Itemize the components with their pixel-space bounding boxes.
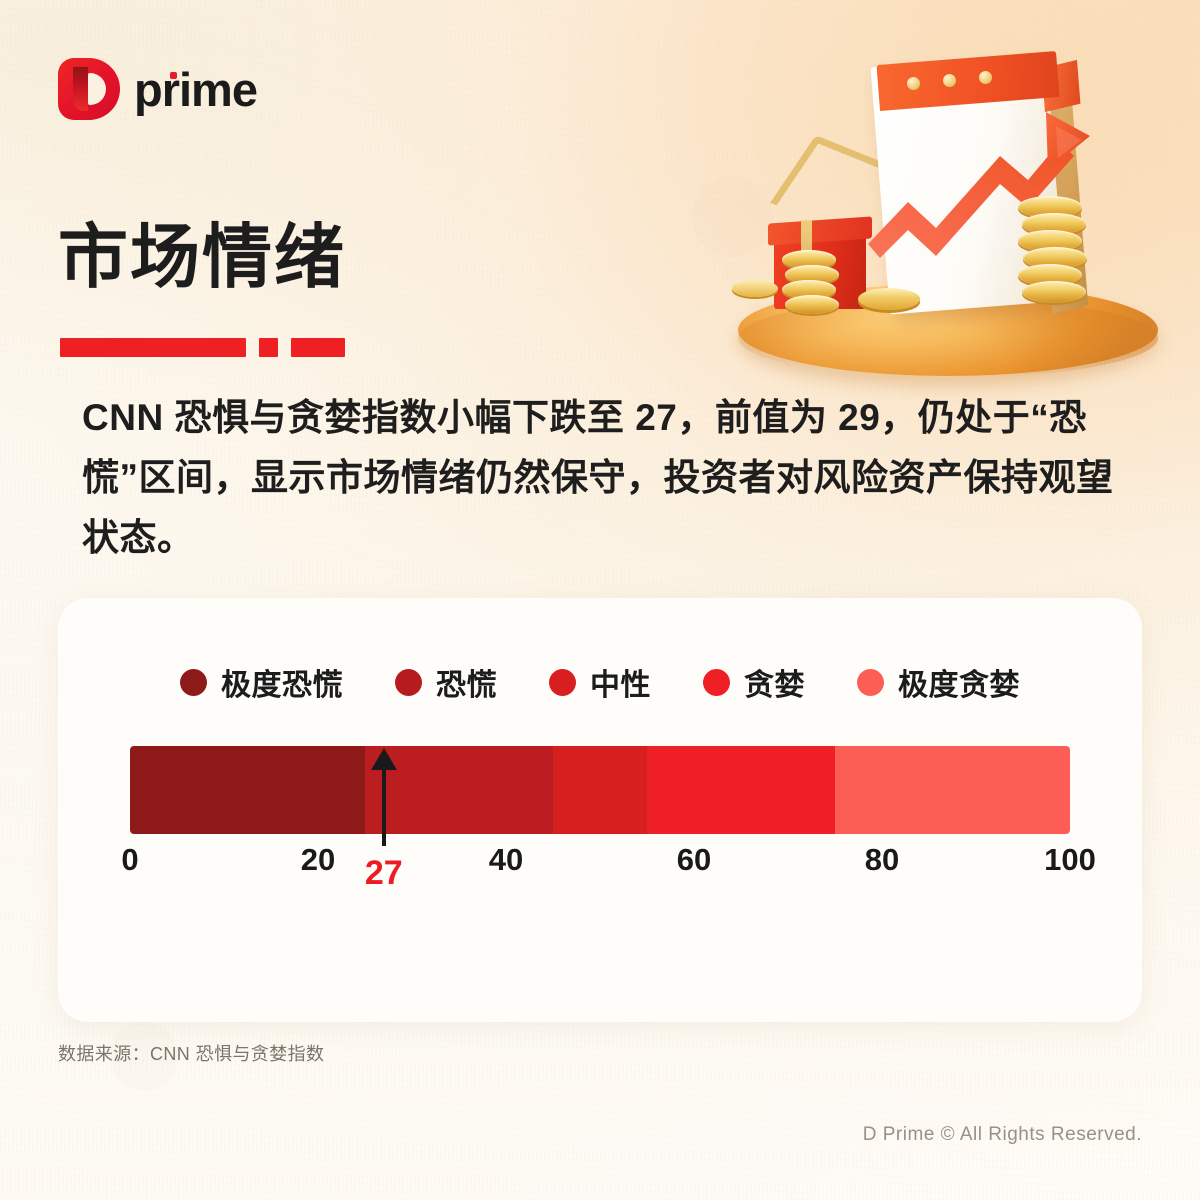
clipboard-ring-icon — [907, 77, 920, 90]
title-divider — [60, 338, 345, 357]
divider-bar-medium — [291, 338, 345, 357]
gauge-legend: 极度恐慌 恐慌 中性 贪婪 极度贪婪 — [58, 660, 1142, 704]
fear-greed-gauge: 0 20 40 60 80 100 — [121, 746, 1096, 888]
axis-tick-label: 0 — [121, 842, 139, 877]
legend-dot-icon — [549, 668, 576, 696]
legend-item: 极度恐慌 — [180, 660, 343, 704]
legend-item: 中性 — [549, 660, 651, 704]
brand-wordmark-text: prime — [134, 62, 258, 116]
copyright-notice: D Prime © All Rights Reserved. — [862, 1124, 1142, 1145]
coin-icon — [858, 288, 920, 310]
legend-item: 恐慌 — [395, 660, 497, 704]
divider-bar-long — [60, 338, 246, 357]
brand-logo[interactable]: prime — [58, 58, 258, 120]
divider-bar-square — [259, 338, 278, 357]
coin-icon — [785, 265, 839, 284]
pointer-stem — [381, 766, 386, 846]
coin-icon — [1018, 230, 1082, 252]
legend-label: 中性 — [590, 669, 651, 702]
coin-icon — [782, 280, 836, 299]
legend-dot-icon — [857, 668, 884, 696]
gauge-bar — [130, 746, 1070, 834]
gauge-axis: 0 20 40 60 80 100 — [121, 842, 1095, 888]
axis-tick-label: 60 — [676, 842, 712, 877]
pointer-value-label: 27 — [364, 854, 403, 892]
rising-arrow-icon — [868, 112, 1090, 258]
clipboard-ring-icon — [979, 71, 992, 84]
d-monogram-icon — [58, 58, 120, 120]
axis-tick-label: 80 — [864, 842, 900, 877]
brand-wordmark: prime — [134, 62, 258, 116]
d-monogram-counter — [88, 73, 106, 105]
legend-dot-icon — [395, 668, 422, 696]
coin-icon — [1022, 213, 1086, 235]
legend-label: 极度贪婪 — [898, 669, 1020, 702]
wordmark-dot-icon — [170, 71, 177, 79]
gauge-segment-极度恐慌 — [130, 746, 365, 834]
gauge-segment-极度贪婪 — [835, 746, 1070, 834]
legend-label: 贪婪 — [744, 669, 805, 702]
sentiment-gauge-panel: 极度恐慌 恐慌 中性 贪婪 极度贪婪 0 20 40 60 80 100 27 — [58, 598, 1142, 1022]
legend-dot-icon — [703, 668, 730, 696]
legend-item: 极度贪婪 — [857, 660, 1020, 704]
coin-icon — [1023, 247, 1087, 269]
coin-icon — [1018, 264, 1082, 286]
coin-icon — [1022, 281, 1086, 303]
coin-icon — [732, 280, 778, 297]
legend-label: 极度恐慌 — [221, 669, 343, 702]
growth-chart-3d-illustration — [718, 48, 1178, 378]
summary-paragraph: CNN 恐惧与贪婪指数小幅下跌至 27，前值为 29，仍处于“恐慌”区间，显示市… — [82, 397, 1114, 558]
axis-tick-label: 100 — [1044, 842, 1096, 877]
page-title: 市场情绪 — [58, 218, 346, 296]
clipboard-ring-icon — [943, 74, 956, 87]
coin-icon — [1018, 196, 1082, 218]
axis-tick-label: 20 — [300, 842, 336, 877]
gauge-segment-中性 — [553, 746, 647, 834]
d-monogram-notch — [73, 67, 88, 111]
coin-icon — [782, 250, 836, 269]
legend-label: 恐慌 — [436, 669, 497, 702]
legend-dot-icon — [180, 668, 207, 696]
pointer-arrow-icon — [370, 748, 397, 770]
source-note: 数据来源：CNN 恐惧与贪婪指数 — [58, 1044, 325, 1064]
legend-item: 贪婪 — [703, 660, 805, 704]
axis-tick-label: 40 — [488, 842, 524, 877]
coin-icon — [785, 295, 839, 314]
gauge-segment-贪婪 — [647, 746, 835, 834]
